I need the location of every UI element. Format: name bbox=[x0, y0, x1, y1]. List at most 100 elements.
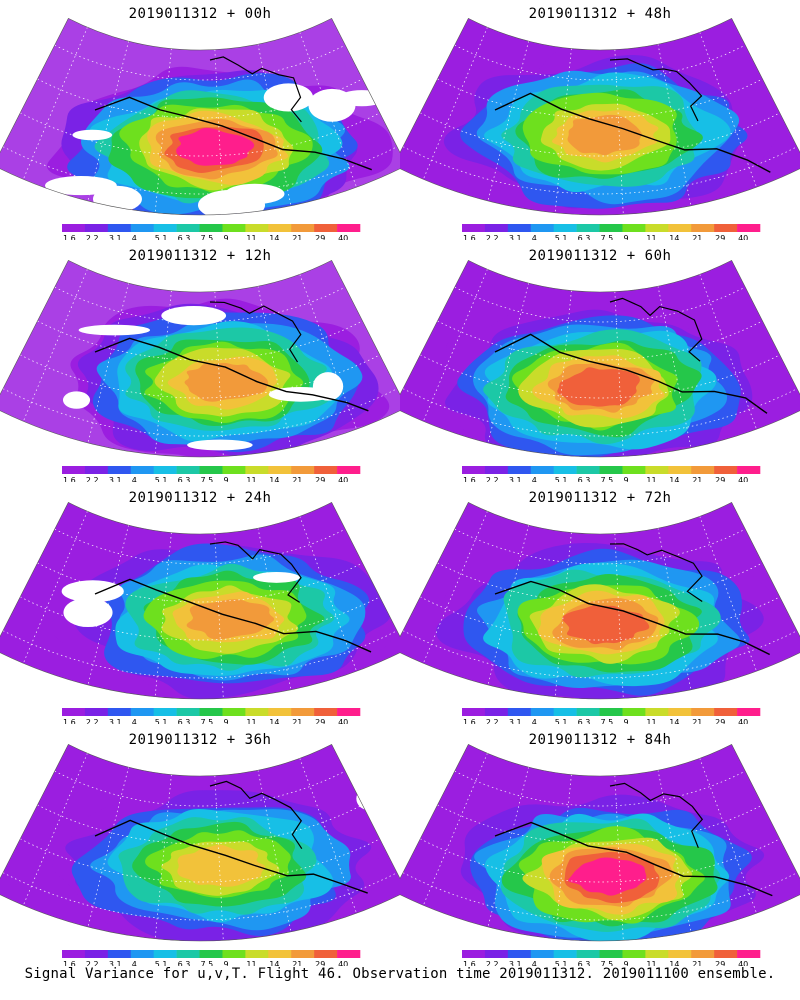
colorbar-swatch bbox=[714, 466, 738, 474]
colorbar-swatch bbox=[599, 224, 623, 232]
colorbar-tick-label: 2.2 bbox=[86, 718, 99, 724]
colorbar-swatch bbox=[314, 466, 338, 474]
colorbar-tick-label: 3.1 bbox=[509, 960, 522, 966]
colorbar-tick-label: 7.5 bbox=[601, 234, 614, 240]
colorbar-tick-label: 29 bbox=[315, 234, 325, 240]
colorbar-swatch bbox=[622, 950, 646, 958]
colorbar-tick-label: 40 bbox=[338, 234, 348, 240]
colorbar-swatch bbox=[337, 708, 361, 716]
forecast-panel-24h: 2019011312 + 24h 1.6 2.2 3.1 4 5.1 6.3 7.5 9 11 14… bbox=[0, 484, 400, 724]
colorbar-tick-label: 9 bbox=[623, 960, 628, 966]
colorbar-tick-label: 9 bbox=[223, 960, 228, 966]
colorbar-swatch bbox=[199, 950, 223, 958]
colorbar-swatch bbox=[553, 466, 577, 474]
colorbar-swatch bbox=[737, 466, 761, 474]
colorbar-tick-label: 2.2 bbox=[486, 476, 499, 482]
colorbar-swatch bbox=[199, 466, 223, 474]
map-plot: 1.6 2.2 3.1 4 5.1 6.3 7.5 9 11 14 21 29 40 bbox=[400, 501, 800, 724]
colorbar-tick-label: 6.3 bbox=[178, 234, 191, 240]
colorbar-swatch bbox=[153, 950, 177, 958]
colorbar-swatch bbox=[645, 466, 669, 474]
colorbar-swatch bbox=[62, 708, 86, 716]
colorbar-tick-label: 2.2 bbox=[486, 234, 499, 240]
forecast-panel-12h: 2019011312 + 12h 1.6 2.2 3.1 4 5.1 6.3 7.5 9 11 14… bbox=[0, 242, 400, 482]
colorbar-swatch bbox=[462, 708, 486, 716]
colorbar-swatch bbox=[268, 708, 292, 716]
colorbar-tick-label: 14 bbox=[669, 718, 679, 724]
contour-level bbox=[184, 362, 269, 402]
colorbar-tick-label: 9 bbox=[223, 476, 228, 482]
colorbar-swatch bbox=[337, 466, 361, 474]
colorbar-tick-label: 9 bbox=[223, 718, 228, 724]
colorbar-tick-label: 7.5 bbox=[201, 476, 214, 482]
colorbar-swatch bbox=[268, 224, 292, 232]
colorbar-swatch bbox=[553, 950, 577, 958]
colorbar-swatch bbox=[176, 224, 200, 232]
colorbar-swatch bbox=[153, 708, 177, 716]
map-plot: 1.6 2.2 3.1 4 5.1 6.3 7.5 9 11 14 21 29 40 bbox=[0, 743, 400, 966]
colorbar-tick-label: 29 bbox=[315, 476, 325, 482]
colorbar-swatch bbox=[668, 950, 692, 958]
panel-title: 2019011312 + 48h bbox=[528, 6, 672, 22]
colorbar-tick-label: 4 bbox=[132, 718, 137, 724]
colorbar-tick-label: 7.5 bbox=[601, 960, 614, 966]
colorbar-tick-label: 3.1 bbox=[109, 718, 122, 724]
colorbar-swatch bbox=[107, 466, 132, 474]
colorbar-tick-label: 5.1 bbox=[155, 234, 168, 240]
colorbar-tick-label: 4 bbox=[132, 960, 137, 966]
colorbar-tick-label: 11 bbox=[646, 234, 656, 240]
colorbar-tick-label: 9 bbox=[223, 234, 228, 240]
panel-title: 2019011312 + 60h bbox=[528, 248, 672, 264]
colorbar-swatch bbox=[462, 224, 486, 232]
colorbar-swatch bbox=[62, 224, 86, 232]
colorbar-tick-label: 21 bbox=[292, 234, 302, 240]
colorbar-swatch bbox=[176, 950, 200, 958]
colorbar-tick-label: 4 bbox=[532, 476, 537, 482]
colorbar-tick-label: 7.5 bbox=[601, 476, 614, 482]
map-plot: 1.6 2.2 3.1 4 5.1 6.3 7.5 9 11 14 21 29 40 bbox=[400, 259, 800, 482]
colorbar-tick-label: 40 bbox=[738, 234, 748, 240]
colorbar-tick-label: 14 bbox=[669, 476, 679, 482]
colorbar-tick-label: 1.6 bbox=[63, 960, 76, 966]
colorbar-tick-label: 4 bbox=[132, 476, 137, 482]
colorbar-swatch bbox=[714, 950, 738, 958]
colorbar-swatch bbox=[691, 224, 715, 232]
colorbar-tick-label: 29 bbox=[315, 960, 325, 966]
colorbar-tick-label: 6.3 bbox=[178, 476, 191, 482]
colorbar-tick-label: 11 bbox=[646, 476, 656, 482]
forecast-panel-36h: 2019011312 + 36h 1.6 2.2 3.1 4 5.1 6.3 7.5 9 11 14… bbox=[0, 726, 400, 966]
colorbar-swatch bbox=[176, 708, 200, 716]
colorbar-tick-label: 21 bbox=[692, 476, 702, 482]
contour-level bbox=[177, 844, 266, 887]
panel-title: 2019011312 + 12h bbox=[128, 248, 272, 264]
colorbar-swatch bbox=[737, 224, 761, 232]
colorbar-swatch bbox=[222, 466, 246, 474]
colorbar-tick-label: 40 bbox=[738, 476, 748, 482]
colorbar-tick-label: 7.5 bbox=[201, 960, 214, 966]
colorbar-swatch bbox=[337, 950, 361, 958]
colorbar-swatch bbox=[691, 708, 715, 716]
colorbar-tick-label: 40 bbox=[338, 960, 348, 966]
colorbar-tick-label: 11 bbox=[246, 234, 256, 240]
colorbar-swatch bbox=[622, 224, 646, 232]
colorbar-swatch bbox=[199, 708, 223, 716]
colorbar-swatch bbox=[576, 466, 600, 474]
colorbar-swatch bbox=[530, 466, 554, 474]
colorbar-swatch bbox=[576, 708, 600, 716]
colorbar-swatch bbox=[314, 950, 338, 958]
colorbar-swatch bbox=[645, 950, 669, 958]
contour-level bbox=[176, 127, 255, 166]
colorbar-tick-label: 11 bbox=[246, 960, 256, 966]
colorbar-tick-label: 11 bbox=[646, 718, 656, 724]
colorbar-swatch bbox=[530, 708, 554, 716]
colorbar-swatch bbox=[245, 708, 269, 716]
map-plot: 1.6 2.2 3.1 4 5.1 6.3 7.5 9 11 14 21 29 40 bbox=[400, 743, 800, 966]
contour-level bbox=[562, 605, 650, 645]
colorbar-tick-label: 7.5 bbox=[601, 718, 614, 724]
colorbar-swatch bbox=[530, 224, 554, 232]
colorbar-tick-label: 5.1 bbox=[155, 718, 168, 724]
colorbar-tick-label: 6.3 bbox=[178, 960, 191, 966]
colorbar-tick-label: 4 bbox=[532, 718, 537, 724]
colorbar-swatch bbox=[62, 466, 86, 474]
colorbar-swatch bbox=[291, 224, 315, 232]
